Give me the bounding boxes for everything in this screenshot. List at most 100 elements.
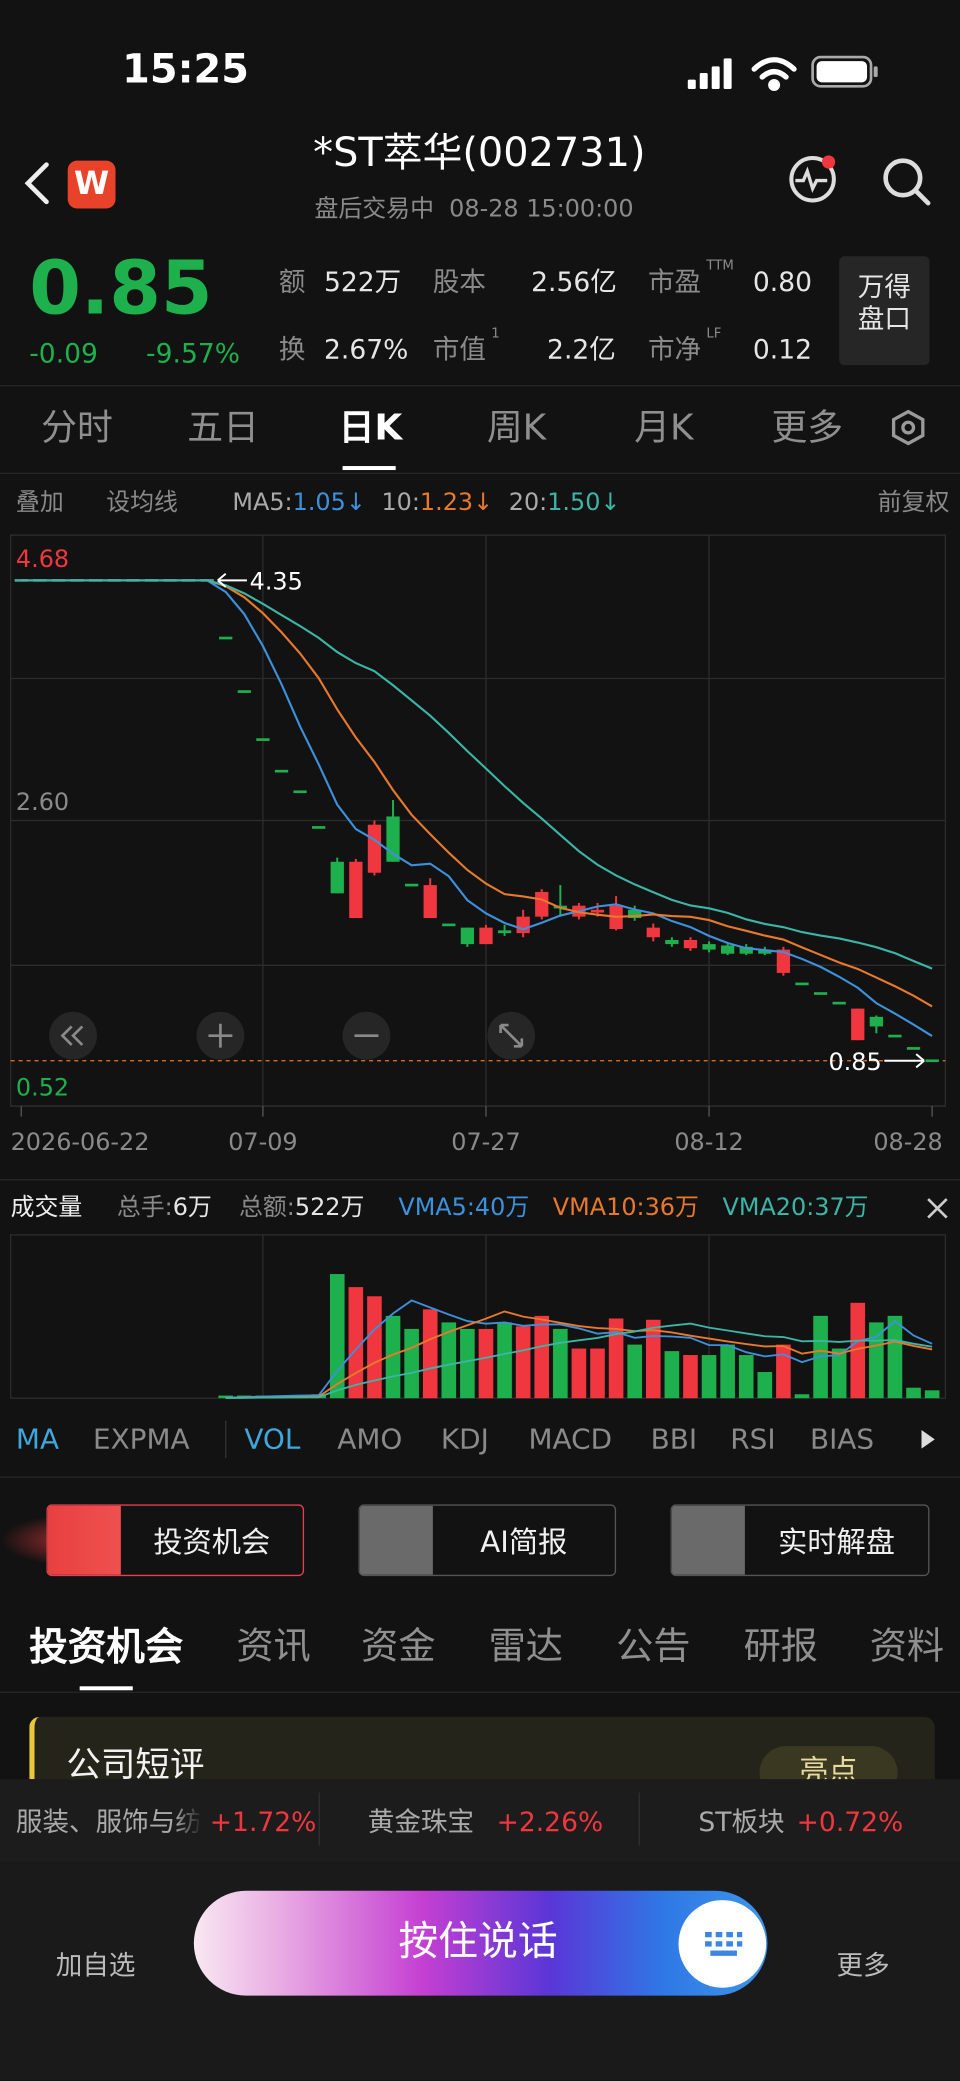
content-tab[interactable]: 资讯	[236, 1623, 311, 1668]
ma-line	[21, 579, 933, 970]
volume-bar	[683, 1355, 698, 1399]
divider	[0, 1179, 960, 1181]
period-tab[interactable]: 五日	[187, 407, 259, 449]
close-volume[interactable]	[927, 1198, 948, 1219]
stat-label: 股本	[432, 265, 486, 298]
strip-divider	[638, 1792, 640, 1846]
content-tab[interactable]: 资料	[869, 1623, 945, 1668]
candle-body	[330, 861, 344, 894]
ma-line	[21, 579, 933, 1008]
value: 6万	[172, 1193, 212, 1222]
panel-button[interactable]	[839, 256, 930, 366]
volume-bar	[869, 1322, 884, 1399]
content-tab[interactable]: 公告	[616, 1623, 691, 1668]
back-button[interactable]	[24, 162, 49, 205]
stock-subtitle: 盘后交易中 08-28 15:00:00	[314, 195, 634, 224]
price-change-pct: -9.57%	[146, 337, 241, 370]
volume-bar	[776, 1344, 791, 1399]
price-change: -0.09	[29, 337, 98, 370]
ma-value: 1.23	[419, 488, 474, 517]
price: 0.85	[29, 245, 213, 332]
stock-title: *ST萃华(002731)	[313, 130, 646, 177]
content-underline	[79, 1686, 133, 1691]
sector-change: +0.72%	[796, 1805, 904, 1838]
content-tab[interactable]: 雷达	[488, 1623, 564, 1668]
x-tick-label: 2026-06-22	[11, 1128, 150, 1156]
review-card[interactable]: 公司短评 亮点	[29, 1716, 935, 1780]
search-button[interactable]	[883, 158, 931, 206]
candle-body	[869, 1016, 883, 1027]
stat-value: 0.80	[752, 265, 812, 298]
button-text: AI简报	[480, 1526, 568, 1561]
indicator-tab[interactable]: VOL	[244, 1423, 301, 1456]
indicator-more[interactable]	[921, 1430, 935, 1449]
content-tab[interactable]: 投资机会	[29, 1623, 184, 1670]
add-watchlist[interactable]: 加自选	[55, 1949, 136, 1982]
candle-body	[739, 946, 753, 954]
voice-text: 按住说话	[398, 1918, 558, 1966]
indicator-tab[interactable]: EXPMA	[92, 1423, 190, 1456]
candle-body	[776, 949, 791, 973]
x-tick-label: 07-09	[228, 1128, 297, 1156]
period-tab[interactable]: 周K	[486, 407, 547, 449]
period-tab[interactable]: 分时	[41, 407, 113, 449]
settings-button[interactable]	[891, 409, 925, 446]
action-button[interactable]: AI简报	[358, 1504, 617, 1577]
candle-body	[442, 923, 456, 927]
candle-body	[683, 939, 698, 949]
sector-name[interactable]: 黄金珠宝	[367, 1805, 475, 1838]
vma-line	[225, 1299, 933, 1399]
ma-value: 1.50	[547, 488, 601, 517]
keyboard-button[interactable]	[678, 1900, 767, 1988]
candle-body	[665, 939, 679, 945]
candle-body	[312, 826, 326, 829]
candle-body	[590, 909, 605, 913]
volume-bar	[590, 1348, 605, 1399]
status-time: 15:25	[122, 46, 249, 93]
y-tick-label: 0.52	[16, 1073, 69, 1101]
candle-body	[646, 927, 660, 938]
indicator-tab[interactable]: KDJ	[440, 1423, 489, 1456]
volume-bar	[794, 1394, 810, 1399]
chart-control-icons	[60, 1023, 524, 1048]
signal-icon	[687, 58, 732, 89]
sector-name[interactable]: 服装、服饰与纺	[15, 1808, 202, 1836]
overlay-button[interactable]: 叠加	[15, 488, 64, 517]
adjust-button[interactable]: 前复权	[877, 488, 950, 517]
candle-body	[479, 927, 493, 945]
content-tab[interactable]: 资金	[361, 1623, 436, 1668]
indicator-tab[interactable]: MACD	[528, 1423, 613, 1456]
pulse-button[interactable]	[789, 155, 836, 203]
ma-line	[21, 579, 933, 1037]
candle-body	[516, 916, 530, 934]
set-ma-button[interactable]: 设均线	[106, 488, 178, 517]
indicator-tab[interactable]: RSI	[730, 1423, 776, 1456]
period-tab[interactable]: 更多	[771, 407, 844, 449]
ma-trend: ↓	[345, 488, 366, 517]
action-button[interactable]: 实时解盘	[670, 1504, 930, 1577]
content-tab[interactable]: 研报	[743, 1623, 818, 1668]
period-tab[interactable]: 日K	[338, 407, 403, 449]
period-tab[interactable]: 月K	[634, 407, 694, 449]
action-button[interactable]: 投资机会	[46, 1504, 305, 1577]
more-button[interactable]: 更多	[836, 1949, 890, 1982]
candle-body	[832, 1001, 846, 1005]
panel-button-text: 万得	[857, 270, 911, 303]
indicator-tab[interactable]: BIAS	[809, 1423, 875, 1456]
x-tick-label: 08-28	[873, 1128, 942, 1156]
card-badge: 亮点	[759, 1746, 898, 1780]
volume-bar	[664, 1351, 680, 1399]
voice-button[interactable]	[193, 1890, 768, 1996]
button-text: 投资机会	[153, 1526, 271, 1561]
volume-bar	[497, 1322, 512, 1399]
chart-controls[interactable]	[49, 1011, 536, 1060]
low-arrow	[884, 1053, 925, 1069]
divider	[0, 385, 960, 387]
indicator-tab[interactable]: MA	[15, 1423, 60, 1456]
indicator-tab[interactable]: AMO	[337, 1423, 403, 1456]
sector-name[interactable]: ST板块	[698, 1805, 785, 1838]
vma-value: 36万	[644, 1196, 699, 1221]
sector-strip	[0, 1779, 960, 1863]
label: 总手:	[116, 1193, 173, 1222]
indicator-tab[interactable]: BBI	[650, 1423, 698, 1456]
